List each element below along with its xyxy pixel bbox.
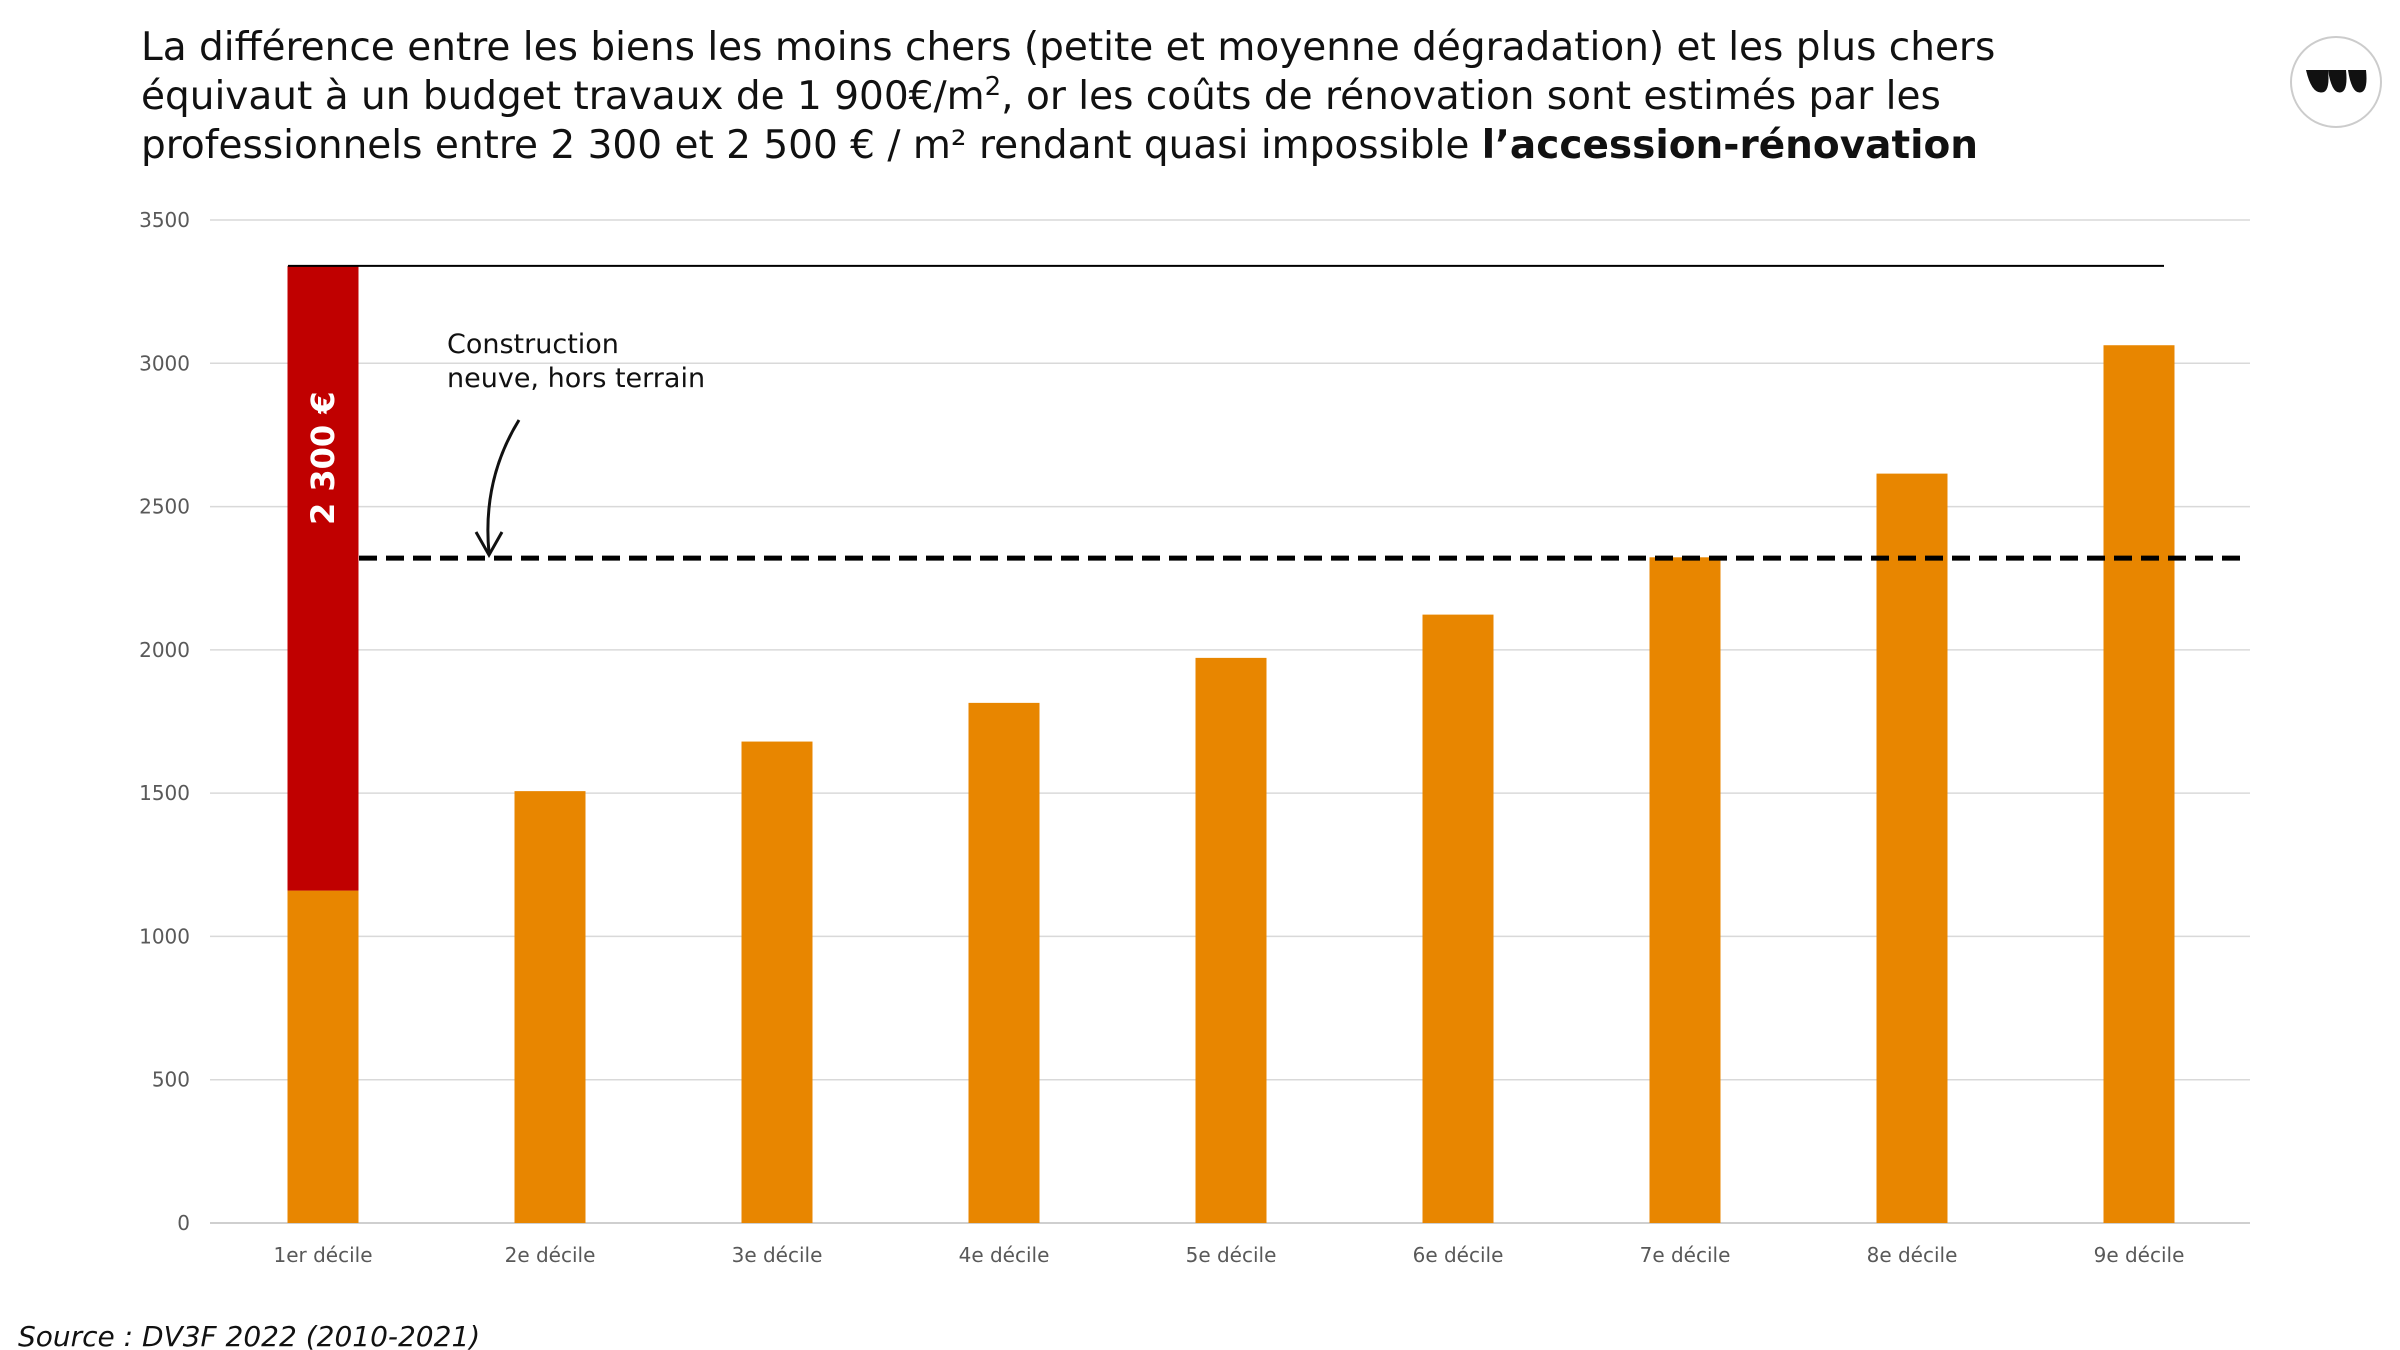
x-tick-label: 4e décile [959,1243,1050,1267]
bar [514,791,586,1223]
title-part: , or les coûts de rénovation sont estimé… [1001,74,1941,119]
title-line: La différence entre les biens les moins … [141,25,1995,70]
bar [741,741,813,1223]
bar [287,890,359,1223]
bar [1422,614,1494,1223]
y-tick-label: 500 [152,1068,190,1092]
bar-annotation: 2 300 € [304,391,342,525]
annotation: Construction [447,329,619,360]
bar [1649,557,1721,1223]
bar [2103,345,2175,1224]
y-tick-label: 1500 [139,781,190,805]
title-sup: 2 [985,72,1002,102]
x-tick-label: 6e décile [1413,1243,1504,1267]
title-part: La différence entre les biens les moins … [141,25,1995,70]
title-part: équivaut à un budget travaux de 1 900€/m [141,74,985,119]
title-bold: l’accession-rénovation [1482,123,1978,168]
y-tick-label: 2500 [139,495,190,519]
x-tick-label: 1er décile [273,1243,372,1267]
x-tick-label: 2e décile [505,1243,596,1267]
bar [1195,657,1267,1223]
annotation: neuve, hors terrain [447,363,705,394]
logo [2290,36,2382,128]
x-tick-label: 7e décile [1640,1243,1731,1267]
y-tick-label: 0 [177,1211,190,1235]
y-tick-label: 1000 [139,924,190,948]
title-part: professionnels entre 2 300 et 2 500 € / … [141,123,1482,168]
source: Source : DV3F 2022 (2010-2021) [18,1320,480,1350]
bar [968,702,1040,1223]
x-tick-label: 8e décile [1867,1243,1958,1267]
bar [287,265,359,891]
annotation-arrow [486,419,521,554]
title-line: équivaut à un budget travaux de 1 900€/m… [141,72,1941,119]
title-line: professionnels entre 2 300 et 2 500 € / … [141,123,1978,168]
annotation-arrowhead [474,531,504,559]
x-tick-label: 9e décile [2094,1243,2185,1267]
x-tick-label: 3e décile [732,1243,823,1267]
bar [1876,473,1948,1223]
y-tick-label: 3000 [139,351,190,375]
y-tick-label: 2000 [139,638,190,662]
y-tick-label: 3500 [139,208,190,232]
x-tick-label: 5e décile [1186,1243,1277,1267]
